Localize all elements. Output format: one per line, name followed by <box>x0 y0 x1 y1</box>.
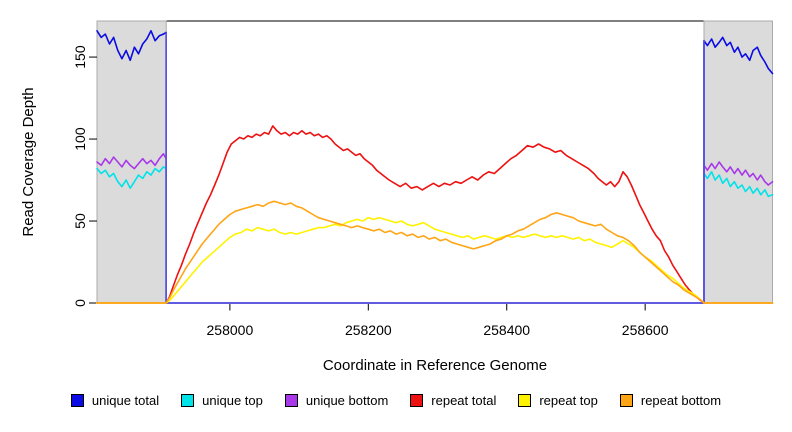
x-tick-label: 258000 <box>207 322 254 338</box>
legend-item-unique-top: unique top <box>181 393 263 408</box>
series-repeat-bottom <box>96 200 774 304</box>
plot-area: 258000 258200 258400 258600 0 50 100 150 <box>72 20 774 338</box>
legend-color-swatch <box>410 394 424 407</box>
legend-item-repeat-bottom: repeat bottom <box>619 393 722 408</box>
legend-color-swatch <box>619 394 633 407</box>
legend-label: repeat bottom <box>640 393 722 408</box>
legend: unique total unique top unique bottom repea… <box>0 393 792 408</box>
legend-label: unique top <box>202 393 263 408</box>
y-tick-label: 0 <box>72 299 88 307</box>
legend-color-swatch <box>181 394 195 407</box>
legend-label: repeat total <box>431 393 497 408</box>
x-tick-label: 258400 <box>483 322 530 338</box>
y-tick-label: 100 <box>72 127 88 151</box>
legend-label: unique total <box>91 393 160 408</box>
flank-shade-right <box>703 20 773 304</box>
legend-label: unique bottom <box>305 393 389 408</box>
series-repeat-top <box>96 216 774 304</box>
x-axis-title: Coordinate in Reference Genome <box>322 357 548 374</box>
series-unique-top <box>96 166 774 304</box>
y-axis-title: Read Coverage Depth <box>20 87 37 237</box>
legend-item-unique-bottom: unique bottom <box>284 393 389 408</box>
legend-color-swatch <box>284 394 298 407</box>
legend-item-repeat-total: repeat total <box>410 393 496 408</box>
legend-color-swatch <box>518 394 532 407</box>
series-repeat-total <box>96 125 774 304</box>
legend-item-repeat-top: repeat top <box>518 393 598 408</box>
y-tick-label: 150 <box>72 45 88 69</box>
x-tick-label: 258200 <box>345 322 392 338</box>
repeat-region-boundary-line <box>165 31 705 304</box>
legend-item-unique-total: unique total <box>70 393 160 408</box>
legend-label: repeat top <box>539 393 598 408</box>
y-tick-label: 50 <box>72 213 88 229</box>
legend-color-swatch <box>70 394 84 407</box>
x-tick-label: 258600 <box>622 322 669 338</box>
